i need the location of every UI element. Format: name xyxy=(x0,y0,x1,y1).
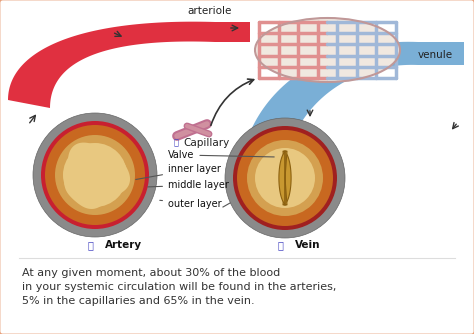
Circle shape xyxy=(233,126,337,230)
Text: venule: venule xyxy=(418,50,453,60)
Text: middle layer: middle layer xyxy=(148,180,229,190)
Circle shape xyxy=(33,113,157,237)
Text: inner layer: inner layer xyxy=(136,164,221,179)
Text: 5% in the capillaries and 65% in the vein.: 5% in the capillaries and 65% in the vei… xyxy=(22,296,255,306)
Polygon shape xyxy=(238,42,464,192)
Text: Ⓒ: Ⓒ xyxy=(277,240,283,250)
Text: Ⓐ: Ⓐ xyxy=(87,240,93,250)
Text: Vein: Vein xyxy=(295,240,320,250)
Text: Ⓑ: Ⓑ xyxy=(174,139,179,148)
Polygon shape xyxy=(283,151,291,205)
Polygon shape xyxy=(64,143,130,209)
Text: Valve: Valve xyxy=(168,150,274,160)
Circle shape xyxy=(247,140,323,216)
Ellipse shape xyxy=(255,18,400,82)
Circle shape xyxy=(45,125,145,225)
Text: outer layer: outer layer xyxy=(160,199,222,209)
Circle shape xyxy=(63,143,127,207)
Circle shape xyxy=(237,130,333,226)
Text: Artery: Artery xyxy=(105,240,142,250)
Polygon shape xyxy=(8,22,250,108)
Circle shape xyxy=(255,148,315,208)
Text: Capillary: Capillary xyxy=(183,138,229,148)
Circle shape xyxy=(55,135,135,215)
Text: in your systemic circulation will be found in the arteries,: in your systemic circulation will be fou… xyxy=(22,282,337,292)
Text: arteriole: arteriole xyxy=(188,6,232,16)
Text: At any given moment, about 30% of the blood: At any given moment, about 30% of the bl… xyxy=(22,268,280,278)
Circle shape xyxy=(41,121,149,229)
Polygon shape xyxy=(279,151,287,205)
Circle shape xyxy=(225,118,345,238)
